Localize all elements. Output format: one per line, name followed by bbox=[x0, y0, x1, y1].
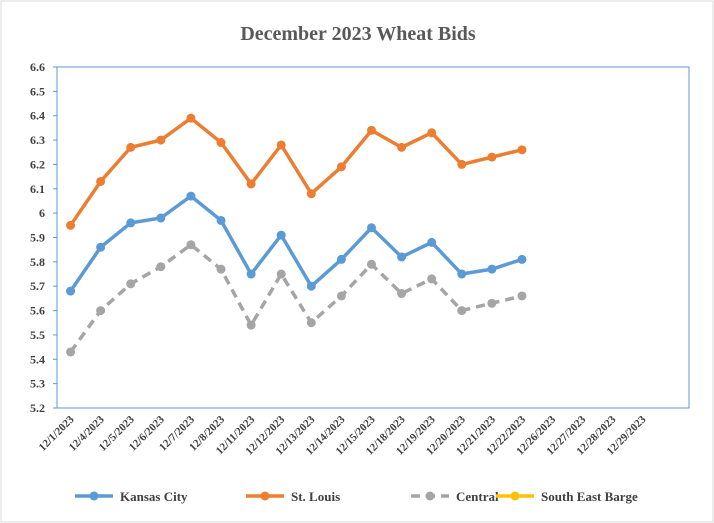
y-tick-label: 5.2 bbox=[30, 401, 45, 415]
point bbox=[216, 215, 226, 225]
point bbox=[186, 113, 196, 123]
y-tick-label: 6 bbox=[39, 206, 45, 220]
point bbox=[66, 220, 76, 230]
point bbox=[306, 281, 316, 291]
point bbox=[246, 179, 256, 189]
y-tick-label: 5.8 bbox=[30, 255, 45, 269]
legend-marker bbox=[260, 491, 270, 501]
point bbox=[487, 152, 497, 162]
point bbox=[216, 264, 226, 274]
y-tick-label: 6.4 bbox=[30, 109, 45, 123]
point bbox=[487, 298, 497, 308]
chart-title: December 2023 Wheat Bids bbox=[240, 23, 476, 45]
point bbox=[246, 320, 256, 330]
legend-marker bbox=[425, 491, 435, 501]
point bbox=[397, 252, 407, 262]
y-tick-label: 6.2 bbox=[30, 157, 45, 171]
point bbox=[457, 306, 467, 316]
series-line bbox=[69, 115, 523, 227]
point bbox=[336, 291, 346, 301]
legend-marker bbox=[89, 491, 99, 501]
point bbox=[427, 128, 437, 138]
point bbox=[306, 318, 316, 328]
point bbox=[487, 264, 497, 274]
point bbox=[126, 218, 136, 228]
point bbox=[186, 191, 196, 201]
y-tick-label: 6.1 bbox=[30, 182, 45, 196]
point bbox=[336, 162, 346, 172]
point bbox=[397, 142, 407, 152]
point bbox=[96, 176, 106, 186]
point bbox=[126, 279, 136, 289]
y-tick-label: 5.3 bbox=[30, 377, 45, 391]
point bbox=[517, 254, 527, 264]
y-tick-label: 6.6 bbox=[30, 60, 45, 74]
legend-label: Kansas City bbox=[120, 489, 188, 504]
point bbox=[517, 291, 527, 301]
point bbox=[276, 140, 286, 150]
y-tick-label: 5.5 bbox=[30, 328, 45, 342]
point bbox=[66, 286, 76, 296]
point bbox=[186, 240, 196, 250]
y-tick-label: 5.4 bbox=[30, 352, 45, 366]
legend-label: South East Barge bbox=[541, 489, 638, 504]
y-tick-label: 6.3 bbox=[30, 133, 45, 147]
point bbox=[336, 254, 346, 264]
point bbox=[427, 274, 437, 284]
point bbox=[126, 142, 136, 152]
y-tick-label: 5.6 bbox=[30, 304, 45, 318]
point bbox=[457, 159, 467, 169]
point bbox=[66, 347, 76, 357]
point bbox=[427, 237, 437, 247]
point bbox=[397, 289, 407, 299]
point bbox=[156, 213, 166, 223]
point bbox=[96, 306, 106, 316]
point bbox=[457, 269, 467, 279]
point bbox=[366, 125, 376, 135]
y-tick-label: 6.5 bbox=[30, 84, 45, 98]
point bbox=[246, 269, 256, 279]
point bbox=[366, 223, 376, 233]
series-line bbox=[69, 242, 523, 354]
point bbox=[306, 189, 316, 199]
point bbox=[366, 259, 376, 269]
legend-label: St. Louis bbox=[291, 489, 340, 504]
series-line bbox=[69, 193, 523, 293]
y-tick-label: 5.7 bbox=[30, 279, 45, 293]
point bbox=[276, 230, 286, 240]
point bbox=[156, 135, 166, 145]
point bbox=[276, 269, 286, 279]
legend-label: Central bbox=[456, 489, 499, 504]
point bbox=[517, 145, 527, 155]
legend-marker bbox=[510, 491, 520, 501]
point bbox=[216, 138, 226, 148]
point bbox=[96, 242, 106, 252]
point bbox=[156, 262, 166, 272]
y-tick-label: 5.9 bbox=[30, 231, 45, 245]
